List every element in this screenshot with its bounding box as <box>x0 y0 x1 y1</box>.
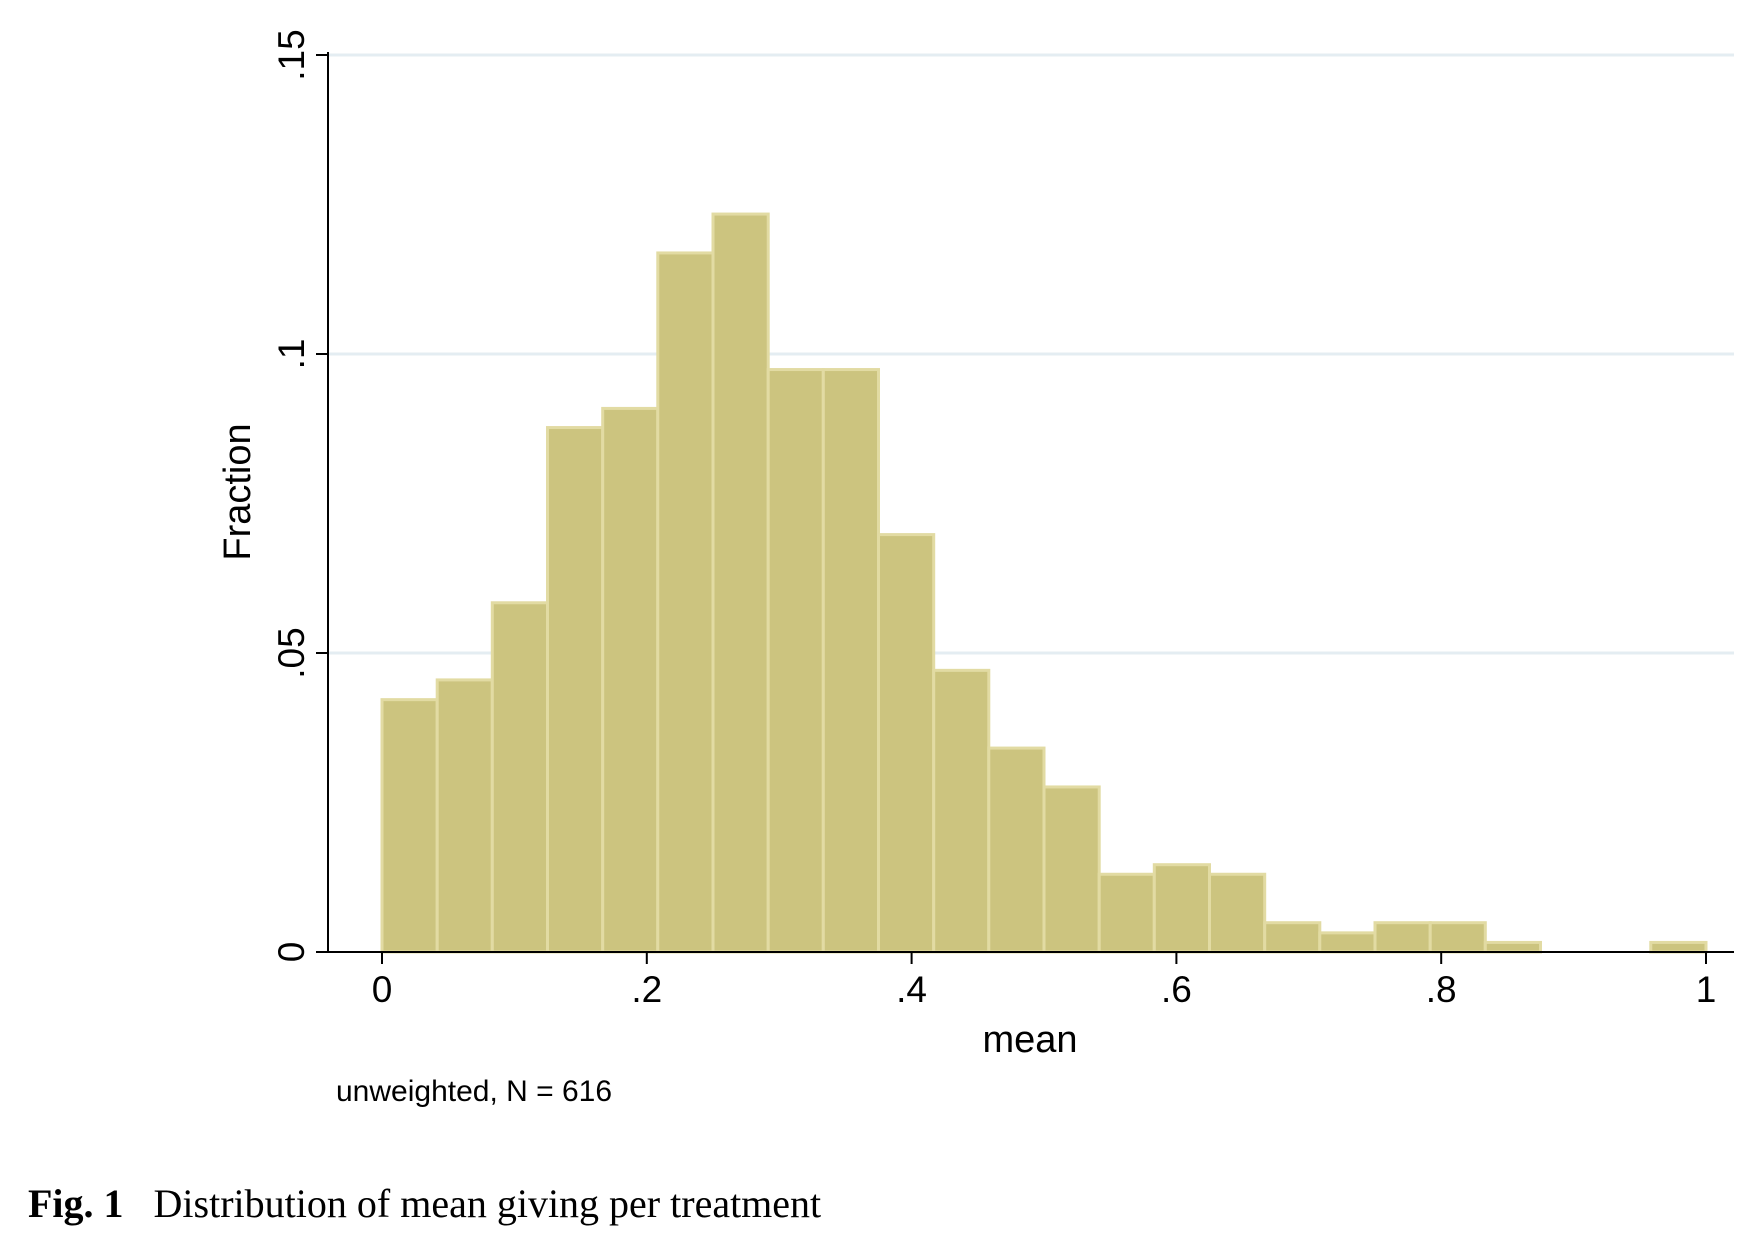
x-tick-label: 1 <box>1696 969 1717 1010</box>
histogram-bar <box>987 746 1046 954</box>
histogram-bar <box>380 698 439 954</box>
histogram-chart: 0 .05 .1 .15 0 .2 .4 .6 .8 1 Fraction mean unwei… <box>217 29 1734 1108</box>
histogram-bar <box>1318 931 1377 954</box>
x-tick-label: .8 <box>1426 969 1457 1010</box>
histogram-bar <box>1428 921 1487 954</box>
histogram-bar <box>656 251 715 954</box>
histogram-bar <box>435 678 494 954</box>
histogram-bar <box>546 426 605 954</box>
y-tick-label: .1 <box>271 339 312 370</box>
x-tick-label: .4 <box>896 969 927 1010</box>
histogram-bar <box>932 668 991 954</box>
histogram-bar <box>1649 940 1708 954</box>
y-axis-ticks: 0 .05 .1 .15 <box>271 29 328 962</box>
figure-label: Fig. 1 <box>28 1181 124 1226</box>
histogram-bar <box>1208 872 1267 954</box>
histogram-bar <box>1097 872 1156 954</box>
histogram-bar <box>490 601 550 954</box>
y-tick-label: .05 <box>271 627 312 678</box>
histogram-bar <box>877 533 936 954</box>
x-tick-label: .6 <box>1161 969 1192 1010</box>
histogram-bars <box>380 212 1708 954</box>
x-axis-ticks: 0 .2 .4 .6 .8 1 <box>372 952 1717 1010</box>
x-axis-title: mean <box>982 1019 1077 1061</box>
histogram-bar <box>766 368 825 954</box>
histogram-bar <box>1042 785 1101 954</box>
chart-note: unweighted, N = 616 <box>336 1075 612 1108</box>
y-axis-title: Fraction <box>217 423 259 560</box>
histogram-bar <box>1483 940 1542 954</box>
histogram-bar <box>1373 921 1432 954</box>
histogram-bar <box>601 406 660 954</box>
histogram-bar <box>1152 863 1211 954</box>
y-tick-label: .15 <box>271 29 312 80</box>
histogram-bar <box>711 212 770 954</box>
x-tick-label: .2 <box>631 969 662 1010</box>
histogram-bar <box>821 368 880 954</box>
x-tick-label: 0 <box>372 969 393 1010</box>
gridlines <box>328 53 1734 655</box>
histogram-bar <box>1263 921 1322 954</box>
figure-caption-text: Distribution of mean giving per treatmen… <box>153 1181 822 1226</box>
figure-caption: Fig. 1 Distribution of mean giving per tr… <box>28 1180 821 1227</box>
y-tick-label: 0 <box>271 942 312 963</box>
